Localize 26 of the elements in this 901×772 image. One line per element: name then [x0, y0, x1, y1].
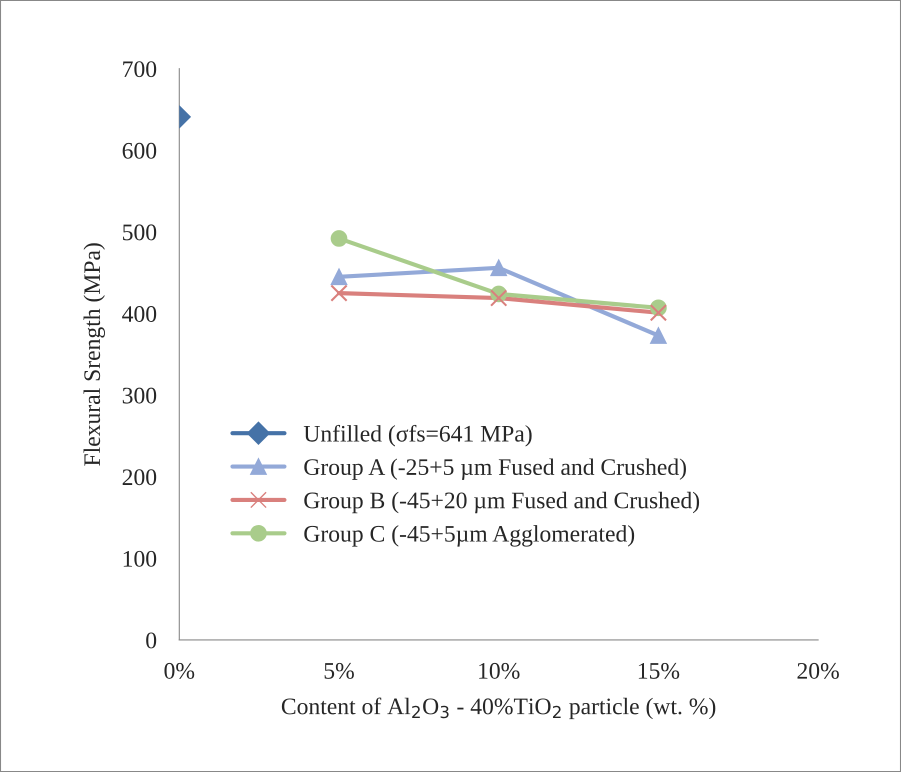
y-tick-label: 700 [123, 61, 156, 78]
y-tick-label: 500 [123, 224, 156, 240]
y-tick-label: 200 [122, 469, 156, 486]
y-tick-label: 0 [146, 632, 156, 648]
point [330, 284, 348, 302]
x-tick-label: 5% [324, 662, 354, 679]
y-tick-label: 100 [124, 550, 156, 567]
x-tick-label: 20% [798, 662, 839, 679]
point [330, 268, 348, 286]
y-tick-label: 400 [122, 306, 156, 322]
legend-label: Unfilled (σfs=641 MPa) [304, 424, 532, 446]
x-axis-title: Content of Al$_{2}$O$_{3}$ - 40%TiO$_{2}$ particle (wt. %) [282, 698, 716, 720]
point [650, 304, 668, 322]
legend-label: Group A (-25+5 µm Fused and Crushed) [304, 458, 686, 480]
point [650, 327, 667, 344]
x-tick-label: 15% [638, 662, 680, 679]
y-tick-label: 600 [122, 142, 156, 159]
x-tick-label: 10% [479, 662, 520, 679]
legend-label: Group C (-45+5µm Agglomerated) [304, 525, 634, 547]
legend-label: Group B (-45+20 µm Fused and Crushed) [304, 492, 700, 514]
point [330, 230, 348, 247]
x-tick-label: 0% [164, 662, 194, 679]
y-tick-label: 300 [122, 388, 156, 404]
y-axis-title: Flexural Srength (MPa) [84, 243, 105, 466]
point [490, 289, 508, 307]
point [490, 260, 508, 276]
